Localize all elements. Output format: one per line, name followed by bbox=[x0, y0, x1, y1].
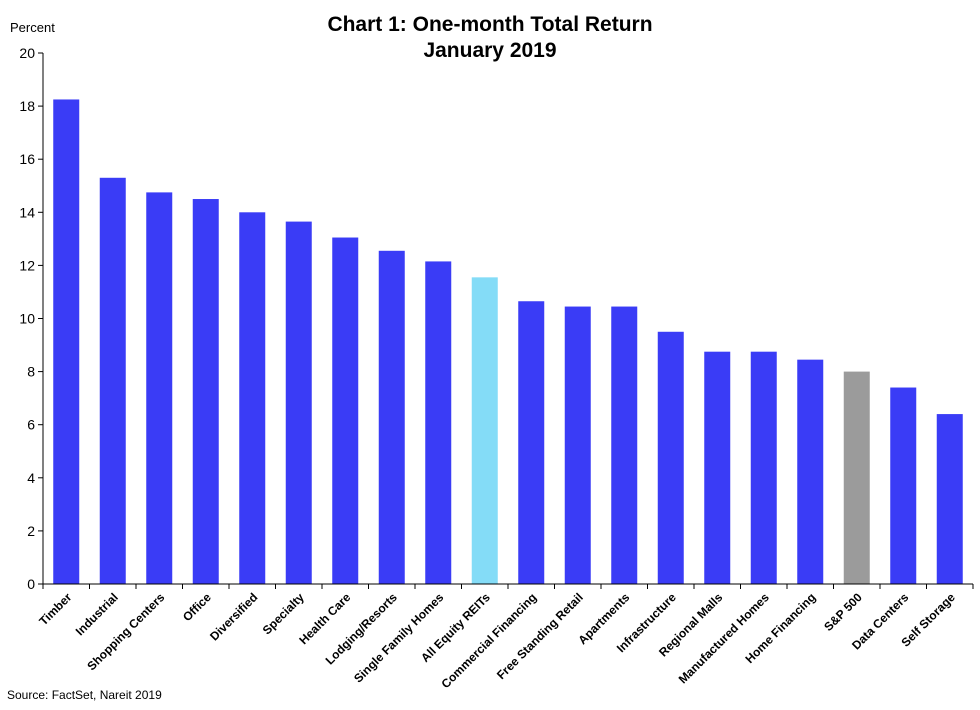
bar bbox=[378, 250, 405, 585]
x-tick-label: Office bbox=[180, 590, 214, 624]
x-tick-label: Timber bbox=[36, 590, 74, 628]
bar bbox=[657, 331, 684, 584]
x-tick-label: Free Standing Retail bbox=[494, 590, 586, 682]
y-tick-label: 12 bbox=[19, 257, 35, 273]
y-tick-label: 10 bbox=[19, 311, 35, 327]
bar bbox=[332, 237, 359, 584]
source-note: Source: FactSet, Nareit 2019 bbox=[7, 688, 162, 702]
bar bbox=[518, 301, 545, 584]
x-tick-label: Industrial bbox=[73, 590, 121, 638]
bar bbox=[564, 306, 591, 584]
y-tick-label: 14 bbox=[19, 204, 35, 220]
y-tick-label: 16 bbox=[19, 151, 35, 167]
x-tick-label: S&P 500 bbox=[821, 590, 865, 634]
bar bbox=[797, 359, 824, 584]
x-tick-label: Specialty bbox=[260, 590, 307, 637]
bars bbox=[53, 99, 963, 585]
chart-subtitle: January 2019 bbox=[423, 39, 557, 62]
y-tick-label: 0 bbox=[27, 576, 35, 592]
y-axis: 0 2 4 6 8 10 12 14 16 18 20 bbox=[19, 45, 44, 592]
y-tick-label: 18 bbox=[19, 98, 35, 114]
chart-title: Chart 1: One-month Total Return January … bbox=[0, 12, 980, 64]
y-tick-label: 20 bbox=[19, 45, 35, 61]
x-tick-label: Manufactured Homes bbox=[676, 590, 772, 686]
bar bbox=[146, 192, 173, 584]
bar bbox=[53, 99, 80, 585]
x-tick-label: Single Family Homes bbox=[351, 590, 446, 685]
x-tick-label: Diversified bbox=[207, 590, 260, 643]
bar bbox=[890, 387, 917, 584]
y-tick-label: 8 bbox=[27, 364, 35, 380]
bar bbox=[425, 261, 452, 584]
bar bbox=[704, 351, 731, 584]
bar bbox=[99, 177, 126, 584]
bar bbox=[471, 277, 498, 584]
y-tick-label: 6 bbox=[27, 417, 35, 433]
bar bbox=[936, 414, 963, 584]
bar bbox=[285, 221, 312, 584]
bar bbox=[843, 371, 870, 584]
y-tick-label: 2 bbox=[27, 523, 35, 539]
bar bbox=[750, 351, 777, 584]
y-tick-label: 4 bbox=[27, 470, 35, 486]
bar bbox=[239, 212, 266, 585]
bar bbox=[611, 306, 638, 584]
bar bbox=[192, 199, 219, 584]
chart-title-line1: Chart 1: One-month Total Return bbox=[327, 13, 653, 36]
x-tick-label: Shopping Centers bbox=[84, 590, 167, 673]
y-axis-label: Percent bbox=[10, 20, 55, 35]
